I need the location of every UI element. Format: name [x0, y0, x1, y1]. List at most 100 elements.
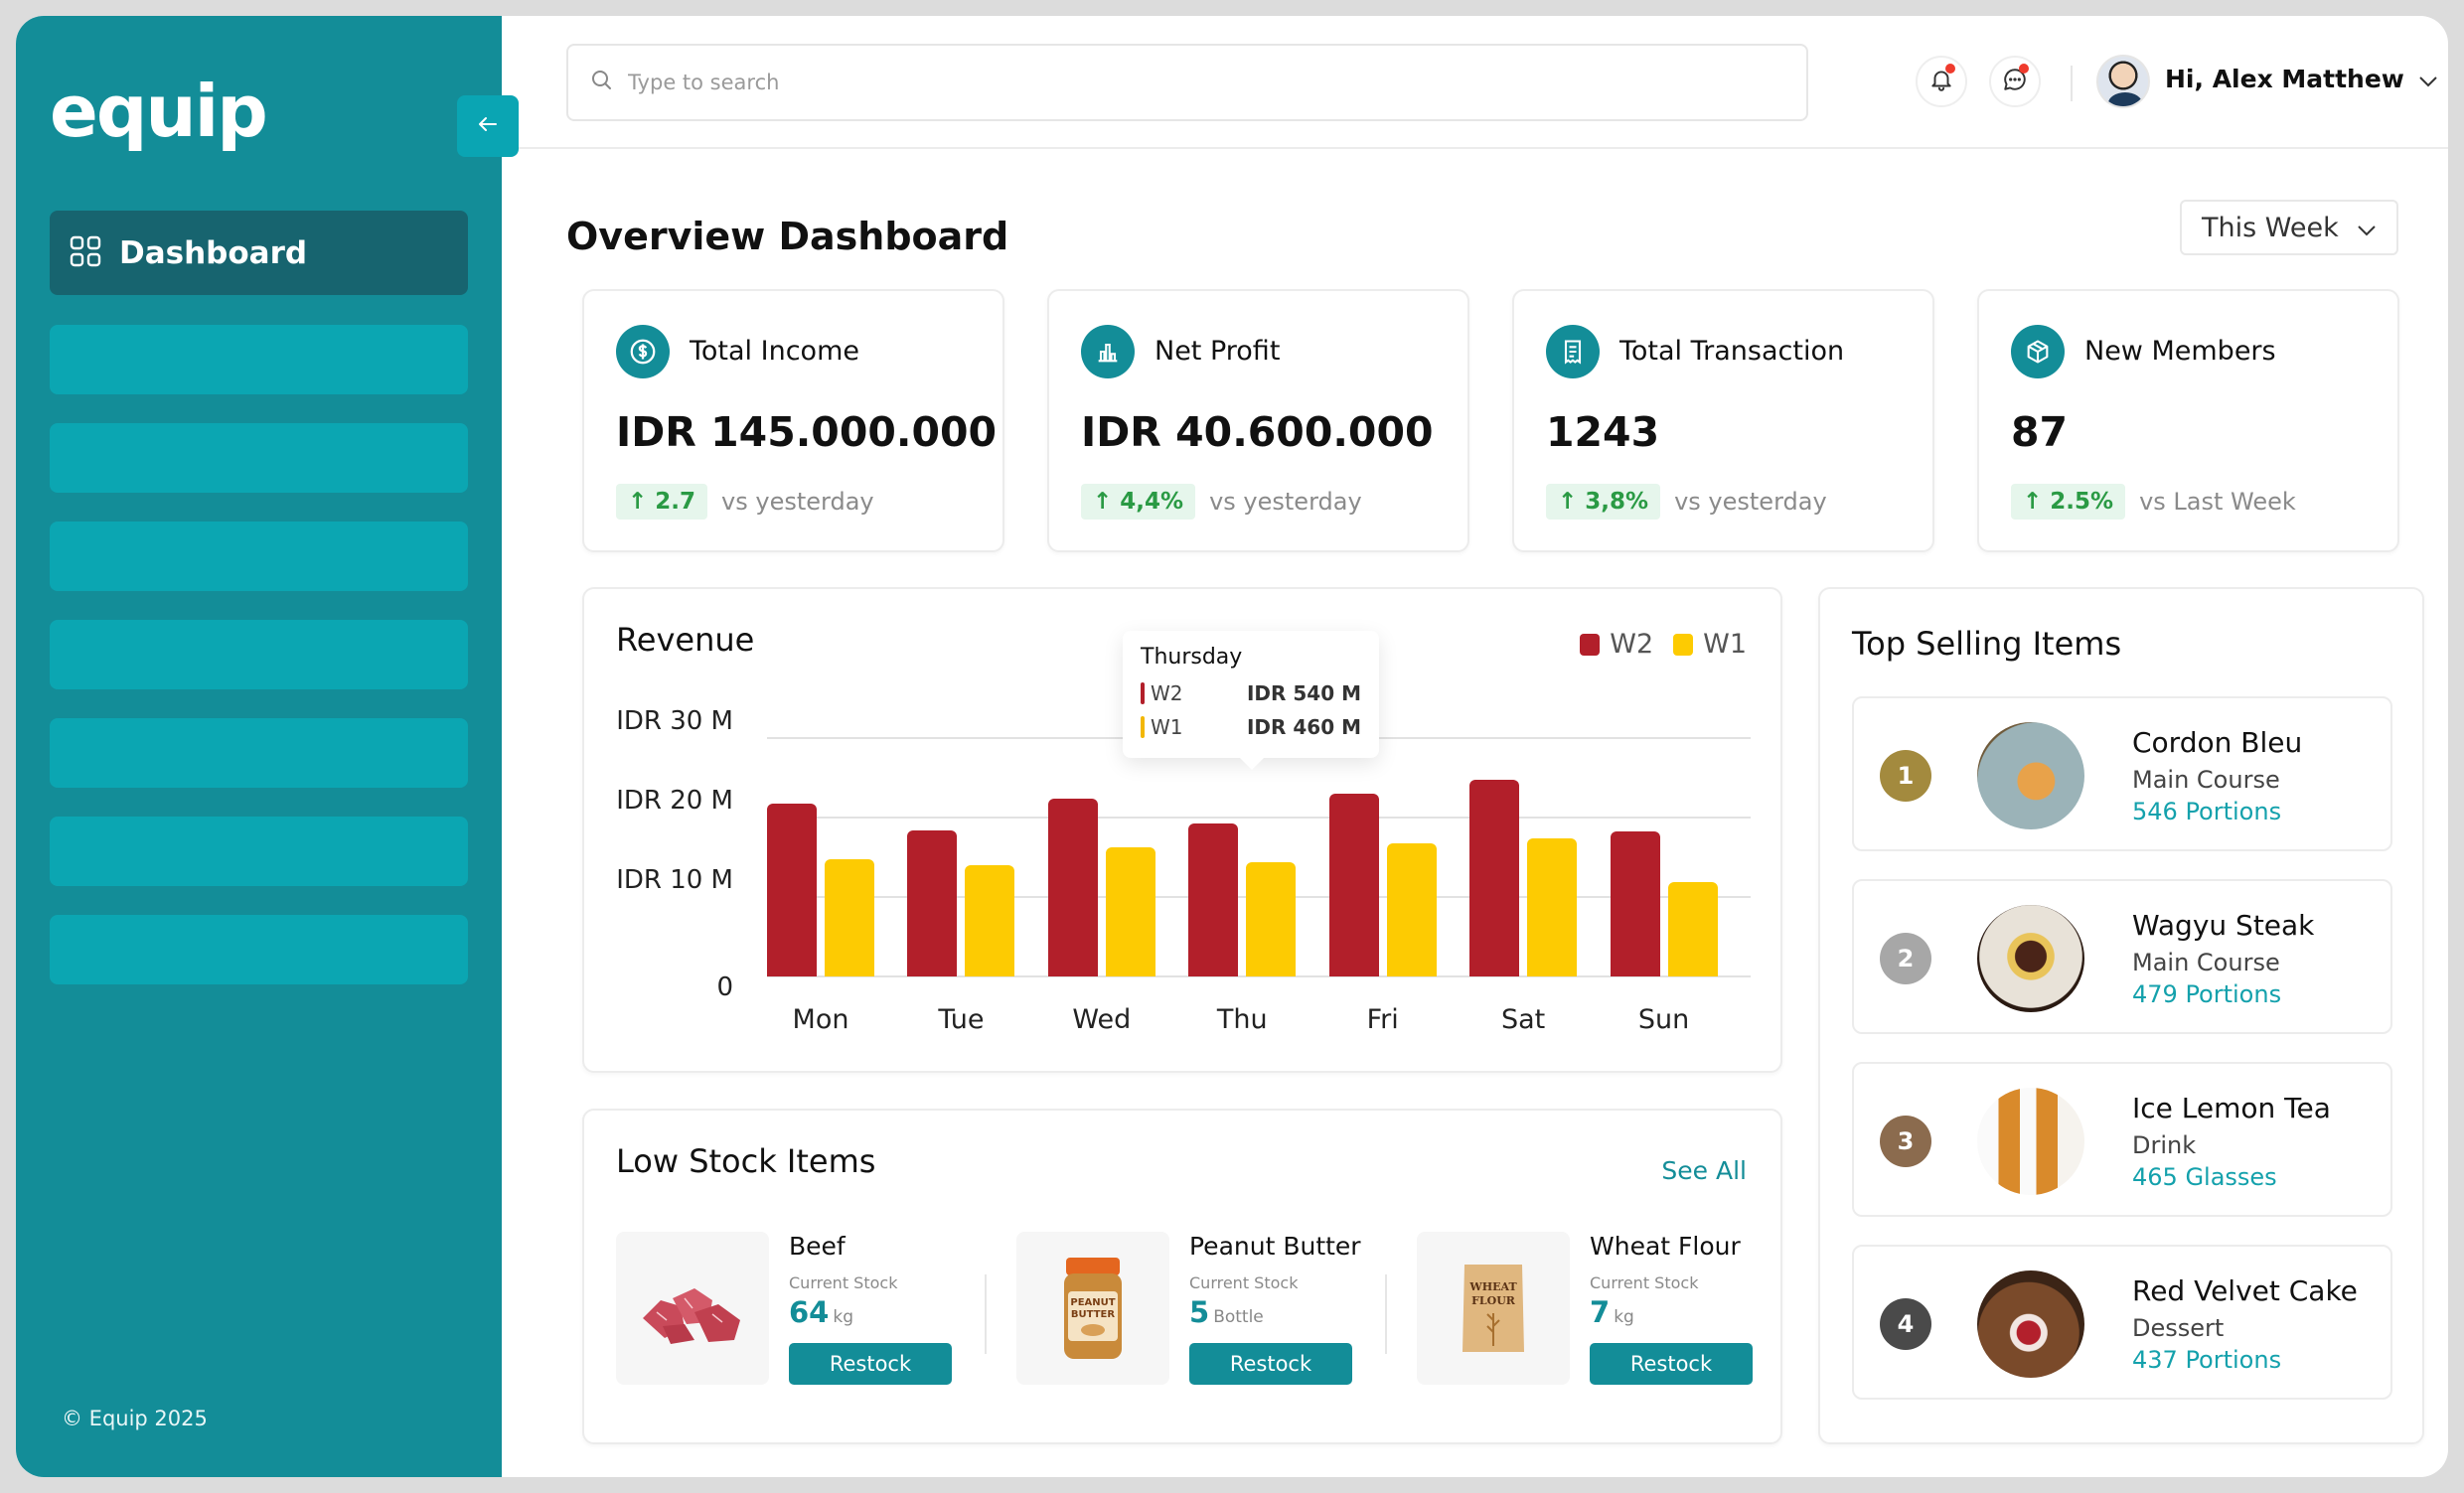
x-axis-label: Fri	[1366, 1004, 1399, 1035]
top-selling-item[interactable]: 3 Ice Lemon Tea Drink 465 Glasses	[1852, 1062, 2392, 1217]
rank-badge: 4	[1880, 1298, 1931, 1350]
date-range-value: This Week	[2202, 212, 2339, 243]
sidebar-item-placeholder-1[interactable]	[50, 325, 468, 394]
legend-label: W1	[1703, 629, 1747, 660]
cordon-bleu-image	[1977, 722, 2084, 829]
item-category: Drink	[2132, 1131, 2197, 1159]
bar-w1-wed[interactable]	[1105, 846, 1155, 976]
message-unread-dot	[2019, 64, 2029, 74]
sidebar-item-dashboard[interactable]: Dashboard	[50, 211, 468, 295]
item-name: Red Velvet Cake	[2132, 1274, 2358, 1307]
stat-card-total-transaction: Total Transaction 1243 ↑ 3,8% vs yesterd…	[1512, 289, 1934, 552]
search-input[interactable]	[628, 71, 1771, 94]
see-all-link[interactable]: See All	[1661, 1156, 1747, 1185]
bar-w2-fri[interactable]	[1328, 794, 1379, 976]
legend-item-w2[interactable]: W2	[1580, 629, 1653, 660]
item-category: Dessert	[2132, 1314, 2225, 1342]
item-quantity: 437 Portions	[2132, 1346, 2282, 1374]
bar-chart[interactable]: 0 IDR 10 M IDR 20 M IDR 30 M Mon Tue Wed Thu Fri…	[584, 589, 1780, 1071]
trend-badge: ↑ 2.7	[616, 484, 708, 520]
trend-caption: vs yesterday	[1209, 488, 1362, 516]
chat-bubble-icon	[2002, 67, 2028, 96]
svg-text:WHEAT: WHEAT	[1468, 1280, 1517, 1293]
sidebar-item-placeholder-7[interactable]	[50, 915, 468, 984]
beef-image	[616, 1232, 769, 1385]
top-selling-item[interactable]: 2 Wagyu Steak Main Course 479 Portions	[1852, 879, 2392, 1034]
stat-trend: ↑ 4,4% vs yesterday	[1081, 484, 1362, 520]
sidebar-item-placeholder-2[interactable]	[50, 423, 468, 493]
restock-button[interactable]: Restock	[789, 1343, 952, 1385]
tooltip-title: Thursday	[1141, 645, 1243, 670]
bar-w2-sat[interactable]	[1469, 779, 1520, 976]
item-quantity: 479 Portions	[2132, 980, 2282, 1008]
grid-icon	[70, 235, 101, 271]
sidebar-item-placeholder-3[interactable]	[50, 522, 468, 591]
x-axis-label: Wed	[1072, 1004, 1132, 1035]
bar-w2-mon[interactable]	[767, 803, 817, 976]
stat-trend: ↑ 2.7 vs yesterday	[616, 484, 874, 520]
x-axis-label: Tue	[938, 1004, 985, 1035]
avatar[interactable]	[2096, 55, 2150, 108]
chevron-down-icon	[2357, 213, 2377, 243]
bar-w1-sat[interactable]	[1527, 837, 1578, 976]
notifications-button[interactable]	[1916, 56, 1967, 107]
box-icon	[2011, 325, 2065, 378]
svg-text:FLOUR: FLOUR	[1471, 1294, 1516, 1307]
sidebar-item-label: Dashboard	[119, 234, 308, 271]
bar-w1-tue[interactable]	[965, 865, 1015, 976]
top-bar: Hi, Alex Matthew	[502, 16, 2448, 149]
x-axis-label: Mon	[792, 1004, 849, 1035]
stock-caption: Current Stock	[1189, 1273, 1299, 1292]
restock-button[interactable]: Restock	[1590, 1343, 1753, 1385]
x-axis-label: Sun	[1637, 1004, 1690, 1035]
trend-badge: ↑ 2.5%	[2011, 484, 2126, 520]
trend-badge: ↑ 4,4%	[1081, 484, 1196, 520]
user-menu[interactable]: Hi, Alex Matthew	[2165, 65, 2438, 93]
rank-badge: 3	[1880, 1116, 1931, 1167]
tooltip-row: W2 IDR 540 M	[1141, 681, 1361, 705]
search-box[interactable]	[566, 44, 1808, 121]
stat-title: Net Profit	[1155, 336, 1281, 367]
top-selling-item[interactable]: 4 Red Velvet Cake Dessert 437 Portions	[1852, 1245, 2392, 1400]
bar-w1-fri[interactable]	[1386, 843, 1437, 976]
stat-card-total-income: Total Income IDR 145.000.000 ↑ 2.7 vs ye…	[582, 289, 1004, 552]
wheat-flour-image: WHEAT FLOUR	[1417, 1232, 1570, 1385]
stock-item-name: Wheat Flour	[1590, 1232, 1741, 1261]
gridline	[767, 975, 1751, 977]
bar-w2-wed[interactable]	[1047, 798, 1098, 976]
legend-swatch	[1580, 633, 1601, 656]
stat-title: Total Transaction	[1619, 336, 1845, 367]
rank-badge: 1	[1880, 750, 1931, 802]
item-name: Ice Lemon Tea	[2132, 1092, 2331, 1124]
top-selling-item[interactable]: 1 Cordon Bleu Main Course 546 Portions	[1852, 696, 2392, 851]
sidebar-item-placeholder-4[interactable]	[50, 620, 468, 689]
trend-caption: vs yesterday	[1674, 488, 1827, 516]
bar-w2-sun[interactable]	[1610, 831, 1660, 976]
bar-w1-mon[interactable]	[825, 858, 874, 976]
legend-item-w1[interactable]: W1	[1673, 629, 1747, 660]
collapse-sidebar-button[interactable]	[457, 95, 519, 157]
stock-item-peanut-butter: PEANUT BUTTER Peanut Butter Current Stoc…	[1016, 1232, 1384, 1385]
notification-unread-dot	[1945, 64, 1955, 74]
bell-icon	[1928, 67, 1954, 96]
bar-w2-tue[interactable]	[907, 829, 958, 976]
messages-button[interactable]	[1989, 56, 2041, 107]
stock-item-name: Peanut Butter	[1189, 1232, 1361, 1261]
bar-w1-sun[interactable]	[1667, 881, 1718, 976]
sidebar-item-placeholder-5[interactable]	[50, 718, 468, 788]
date-range-dropdown[interactable]: This Week	[2180, 200, 2398, 255]
bar-w2-thu[interactable]	[1188, 822, 1239, 976]
bar-w1-thu[interactable]	[1246, 861, 1297, 976]
bar-chart-icon	[1081, 325, 1135, 378]
trend-caption: vs yesterday	[721, 488, 874, 516]
x-axis-label: Thu	[1216, 1004, 1268, 1035]
user-greeting: Hi, Alex Matthew	[2165, 65, 2404, 93]
red-velvet-cake-image	[1977, 1270, 2084, 1378]
y-axis-label: 0	[716, 972, 733, 1002]
stat-trend: ↑ 3,8% vs yesterday	[1546, 484, 1827, 520]
sidebar-item-placeholder-6[interactable]	[50, 817, 468, 886]
legend-label: W2	[1610, 629, 1654, 660]
restock-button[interactable]: Restock	[1189, 1343, 1352, 1385]
section-title: Low Stock Items	[616, 1142, 876, 1180]
